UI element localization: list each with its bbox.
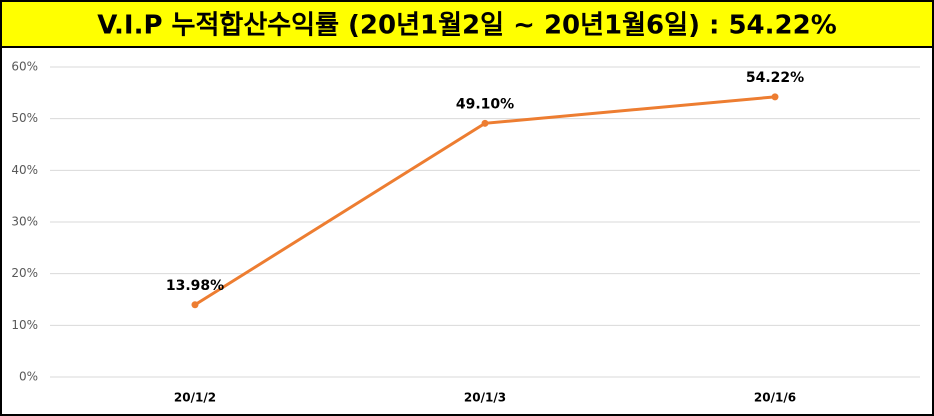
data-label: 49.10% <box>456 96 514 112</box>
y-tick-label: 50% <box>11 111 38 125</box>
y-tick-label: 30% <box>11 215 38 229</box>
x-tick-label: 20/1/2 <box>174 391 216 405</box>
data-label: 54.22% <box>746 70 804 86</box>
data-point <box>191 301 199 309</box>
data-label: 13.98% <box>166 278 224 294</box>
chart-title: V.I.P 누적합산수익률 (20년1월2일 ~ 20년1월6일) : 54.2… <box>97 11 837 41</box>
y-tick-label: 40% <box>11 163 38 177</box>
data-point <box>771 93 779 101</box>
y-tick-label: 0% <box>19 370 38 384</box>
title-bar <box>0 0 934 48</box>
data-point <box>481 119 489 127</box>
y-tick-label: 10% <box>11 318 38 332</box>
x-tick-label: 20/1/3 <box>464 391 506 405</box>
x-tick-label: 20/1/6 <box>754 391 796 405</box>
y-tick-label: 20% <box>11 266 38 280</box>
y-tick-label: 60% <box>11 60 38 74</box>
